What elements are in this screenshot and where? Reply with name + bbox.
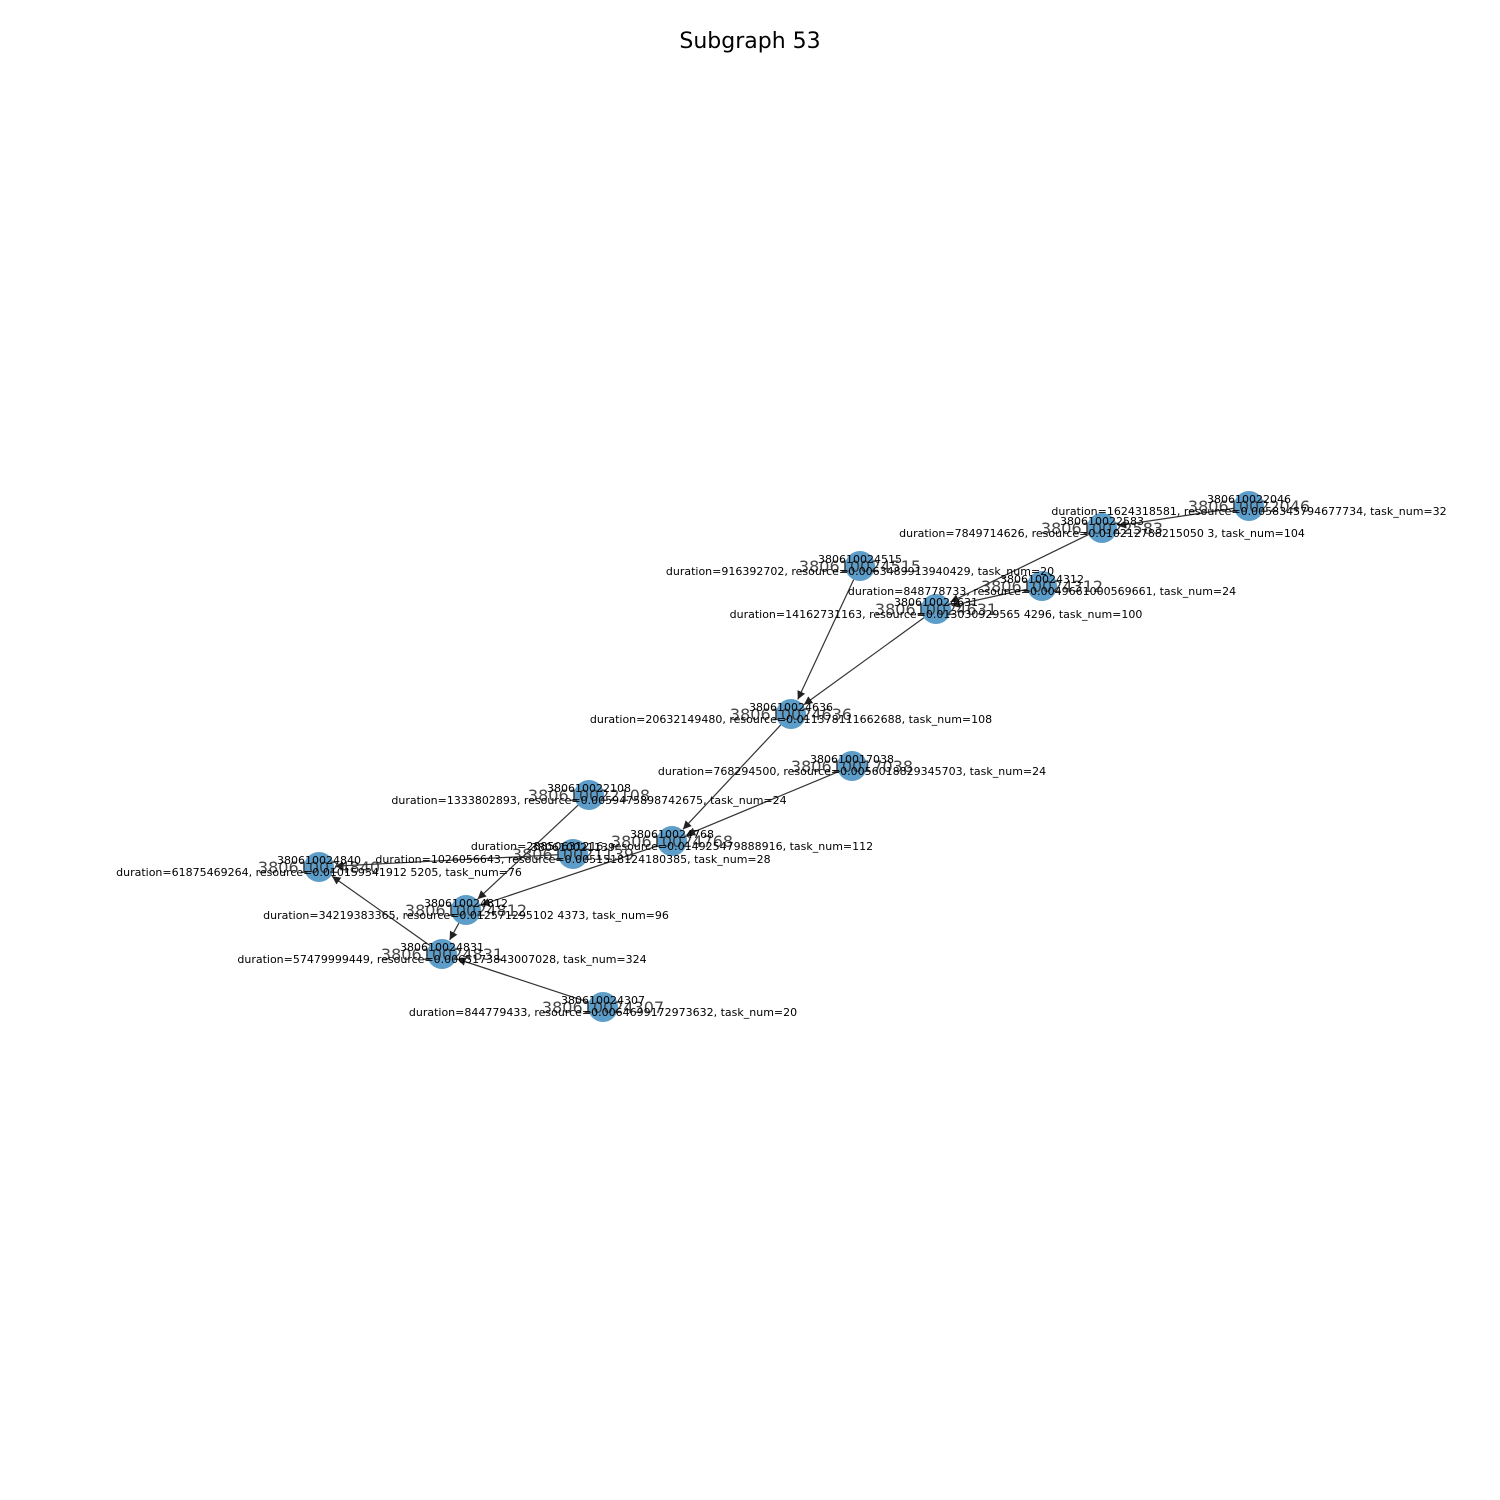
node-380610024636[interactable]	[776, 699, 806, 729]
node-label: 380610022583	[1041, 519, 1163, 538]
node-annotation: duration=34219383365, resource=0.0125712…	[263, 909, 669, 922]
edge-380610024515-380610024636	[797, 579, 855, 700]
node-annotation-id: 380610022583	[1060, 515, 1144, 528]
node-380610022108[interactable]	[574, 780, 604, 810]
nodes-layer	[304, 491, 1264, 1022]
diagram-title: Subgraph 53	[679, 29, 820, 54]
edge-380610024631-380610024636	[803, 617, 925, 706]
node-380610017038[interactable]	[837, 751, 867, 781]
node-label: 380610024307	[542, 998, 664, 1017]
node-annotation: duration=768294500, resource=0.005601882…	[658, 765, 1046, 778]
node-annotation: duration=28850631216, resource=0.0149254…	[471, 840, 873, 853]
node-label: 380610024768	[611, 832, 733, 851]
node-380610024812[interactable]	[451, 895, 481, 925]
edge-380610022108-380610024812	[477, 804, 579, 900]
node-380610024831[interactable]	[427, 939, 457, 969]
node-annotation-id: 380610017038	[810, 753, 894, 766]
node-380610024515[interactable]	[845, 551, 875, 581]
node-label: 380610024631	[875, 600, 997, 619]
node-annotation-id: 380610024812	[424, 897, 508, 910]
node-380610024768[interactable]	[657, 826, 687, 856]
node-annotation-id: 380610024768	[630, 828, 714, 841]
node-annotation: duration=7849714626, resource=0.01021278…	[899, 527, 1305, 540]
node-label: 380610022108	[528, 786, 650, 805]
node-label: 380610024812	[405, 901, 527, 920]
node-380610022046[interactable]	[1234, 491, 1264, 521]
node-annotation: duration=57479999449, resource=0.0065173…	[237, 953, 646, 966]
edge-380610021139-380610024840	[334, 854, 559, 870]
node-annotation-id: 380610024515	[818, 553, 902, 566]
node-label: 380610021139	[512, 845, 634, 864]
node-380610021139[interactable]	[558, 839, 588, 869]
node-annotation: duration=20632149480, resource=0.0113781…	[590, 713, 992, 726]
node-annotation-id: 380610024831	[400, 941, 484, 954]
node-380610024307[interactable]	[588, 992, 618, 1022]
node-annotation-id: 380610022108	[547, 782, 631, 795]
edge-380610024307-380610024831	[457, 957, 589, 1003]
labels-layer: 380610022046380610022046duration=1624318…	[116, 493, 1447, 1019]
node-label: 380610017038	[791, 757, 913, 776]
node-label: 380610022046	[1188, 497, 1310, 516]
node-annotation: duration=1026056643, resource=0.00515181…	[375, 853, 770, 866]
node-annotation-id: 380610021139	[531, 841, 615, 854]
node-380610024312[interactable]	[1027, 571, 1057, 601]
edge-380610024768-380610024812	[480, 845, 658, 907]
edge-380610022046-380610022583	[1117, 507, 1235, 529]
node-annotation: duration=916392702, resource=0.006348991…	[666, 565, 1054, 578]
edge-380610024312-380610024631	[951, 588, 1028, 608]
node-annotation-id: 380610024631	[894, 596, 978, 609]
node-annotation: duration=61875469264, resource=0.0101593…	[116, 866, 522, 879]
node-annotation-id: 380610024636	[749, 701, 833, 714]
node-annotation: duration=14162731163, resource=0.0130309…	[730, 608, 1143, 621]
node-380610024631[interactable]	[921, 594, 951, 624]
node-annotation: duration=848778733, resource=0.004966100…	[848, 585, 1236, 598]
node-annotation-id: 380610024840	[277, 854, 361, 867]
node-label: 380610024636	[730, 705, 852, 724]
node-label: 380610024831	[381, 945, 503, 964]
edges-layer	[331, 507, 1235, 1003]
edge-380610024812-380610024831	[449, 922, 460, 941]
node-380610024840[interactable]	[304, 852, 334, 882]
node-annotation: duration=1624318581, resource=0.00583457…	[1051, 505, 1446, 518]
node-label: 380610024515	[799, 557, 921, 576]
node-annotation: duration=1333802893, resource=0.00594758…	[391, 794, 786, 807]
edge-380610024636-380610024768	[682, 724, 782, 830]
node-annotation: duration=844779433, resource=0.006469917…	[409, 1006, 797, 1019]
node-label: 380610024312	[981, 577, 1103, 596]
edge-380610024831-380610024840	[331, 875, 431, 946]
node-label: 380610024840	[258, 858, 380, 877]
node-annotation-id: 380610024307	[561, 994, 645, 1007]
node-annotation-id: 380610024312	[1000, 573, 1084, 586]
edge-380610017038-380610024768	[686, 771, 839, 836]
node-380610022583[interactable]	[1087, 513, 1117, 543]
edge-380610022583-380610024631	[950, 534, 1089, 603]
node-annotation-id: 380610022046	[1207, 493, 1291, 506]
